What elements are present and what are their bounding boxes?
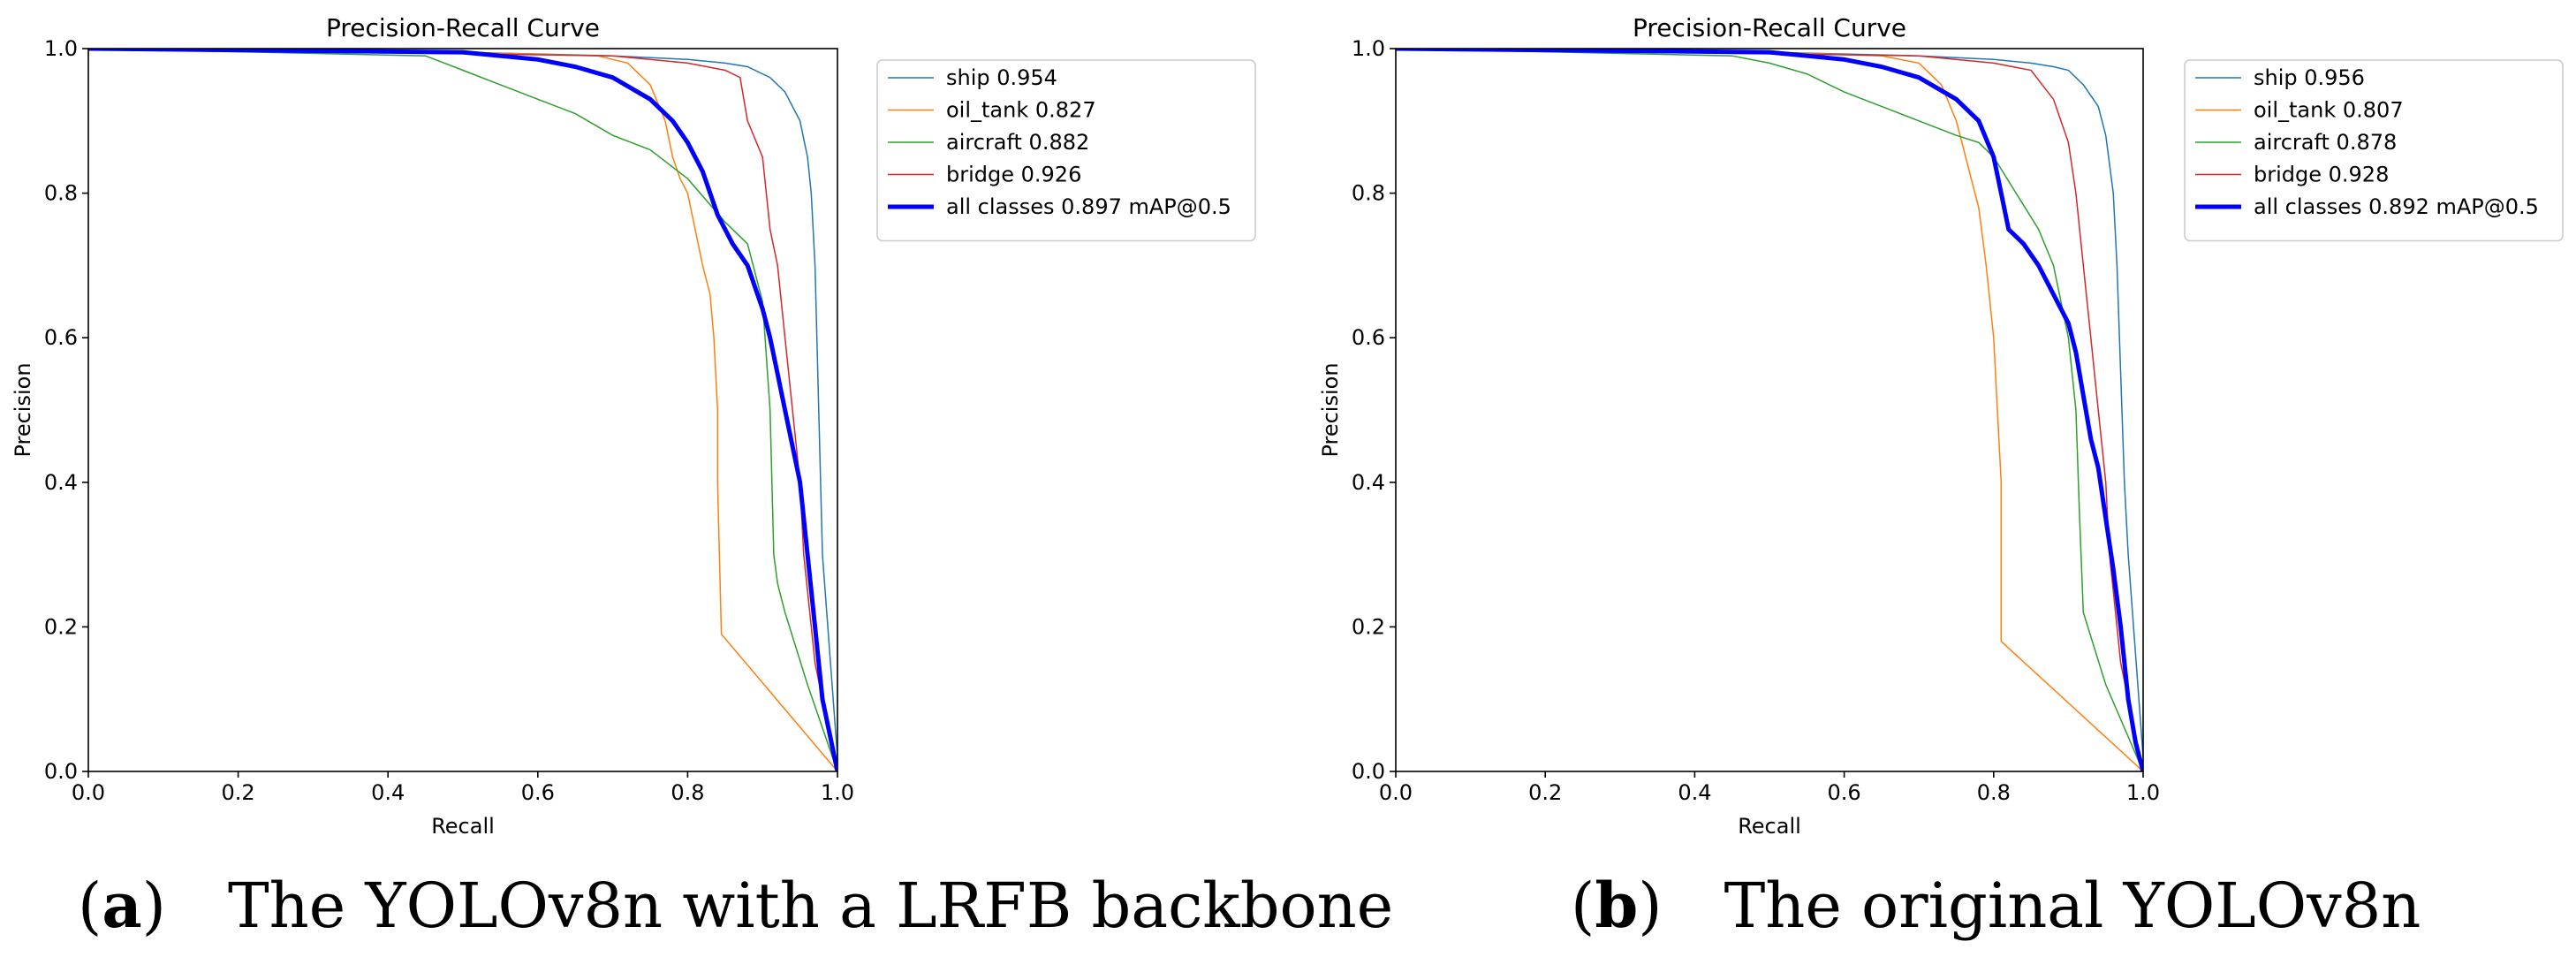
caption-b: (b) The original YOLOv8n — [1571, 869, 2421, 942]
chart-panel-a: 0.0 0.2 0.4 0.6 0.8 1.0 0.0 0.2 0.4 0.6 0.8 1.0 Prec… — [11, 13, 1256, 839]
series-line-4 — [1396, 49, 2143, 771]
y-tick-label: 0.0 — [44, 759, 78, 784]
y-axis-label: Precision — [11, 362, 35, 457]
legend-box — [2184, 59, 2564, 242]
y-tick-label: 0.2 — [1352, 614, 1385, 639]
legend-label-1: oil_tank 0.807 — [2254, 98, 2404, 123]
legend-label-3: bridge 0.926 — [946, 163, 1081, 187]
y-tick-label: 0.4 — [44, 470, 78, 495]
series-line-0 — [88, 49, 837, 757]
x-tick-label: 1.0 — [821, 780, 854, 805]
caption-a-text: The YOLOv8n with a LRFB backbone — [227, 870, 1394, 942]
axes-frame — [1395, 48, 2144, 772]
legend-label-4: all classes 0.897 mAP@0.5 — [946, 194, 1231, 219]
caption-a: (a) The YOLOv8n with a LRFB backbone — [78, 869, 1394, 942]
y-tick-label: 0.2 — [44, 614, 78, 639]
y-tick-label: 0.4 — [1352, 470, 1385, 495]
series-group — [1396, 49, 2143, 771]
x-tick-label: 0.4 — [371, 780, 405, 805]
series-group — [88, 49, 837, 771]
y-tick-label: 1.0 — [44, 36, 78, 61]
legend-label-3: bridge 0.928 — [2254, 163, 2389, 187]
series-line-4 — [88, 49, 837, 771]
legend-label-4: all classes 0.892 mAP@0.5 — [2254, 194, 2539, 219]
series-line-1 — [88, 49, 837, 771]
x-tick-label: 0.0 — [1379, 780, 1413, 805]
legend-label-0: ship 0.954 — [946, 65, 1057, 90]
y-tick-label: 0.6 — [1352, 325, 1385, 350]
x-tick-label: 0.2 — [222, 780, 255, 805]
y-tick-label: 1.0 — [1352, 36, 1385, 61]
x-axis-label: Recall — [1738, 814, 1801, 839]
x-tick-label: 0.4 — [1678, 780, 1711, 805]
x-tick-label: 0.6 — [521, 780, 555, 805]
y-tick-label: 0.8 — [1352, 181, 1385, 206]
legend-label-2: aircraft 0.882 — [946, 130, 1089, 155]
series-line-2 — [88, 49, 837, 771]
legend-label-0: ship 0.956 — [2254, 65, 2365, 90]
y-axis-label: Precision — [1318, 362, 1343, 457]
legend: ship 0.954 oil_tank 0.827 aircraft 0.882 br… — [876, 59, 1256, 242]
x-tick-label: 1.0 — [2126, 780, 2160, 805]
x-tick-label: 0.2 — [1528, 780, 1562, 805]
axes-frame — [87, 48, 838, 772]
chart-panel-b: 0.0 0.2 0.4 0.6 0.8 1.0 0.0 0.2 0.4 0.6 0.8 1.0 Prec… — [1318, 13, 2564, 839]
series-line-2 — [1396, 49, 2143, 771]
caption-a-label: a — [102, 869, 142, 942]
legend-label-1: oil_tank 0.827 — [946, 98, 1096, 123]
x-tick-label: 0.6 — [1828, 780, 1861, 805]
y-tick-label: 0.6 — [44, 325, 78, 350]
series-line-1 — [1396, 49, 2143, 771]
x-tick-label: 0.8 — [1977, 780, 2011, 805]
x-tick-label: 0.8 — [671, 780, 704, 805]
y-tick-label: 0.8 — [44, 181, 78, 206]
y-tick-label: 0.0 — [1352, 759, 1385, 784]
caption-b-text: The original YOLOv8n — [1724, 870, 2421, 942]
series-line-3 — [88, 49, 837, 771]
chart-title: Precision-Recall Curve — [326, 13, 600, 42]
legend-box — [876, 59, 1256, 242]
chart-title: Precision-Recall Curve — [1633, 13, 1906, 42]
legend: ship 0.956 oil_tank 0.807 aircraft 0.878 br… — [2184, 59, 2564, 242]
series-line-0 — [1396, 49, 2143, 757]
x-tick-label: 0.0 — [72, 780, 105, 805]
series-line-3 — [1396, 49, 2143, 771]
caption-b-label: b — [1595, 869, 1639, 942]
legend-label-2: aircraft 0.878 — [2254, 130, 2397, 155]
x-axis-label: Recall — [431, 814, 495, 839]
